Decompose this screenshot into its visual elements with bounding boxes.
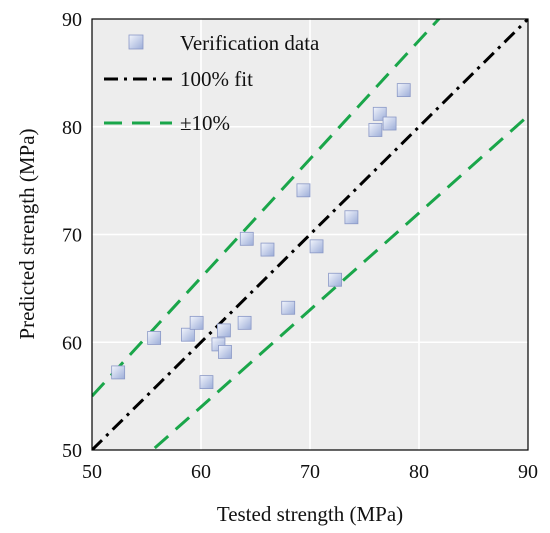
- legend-marker-verification-data: [128, 34, 144, 50]
- data-point-12: [296, 183, 311, 198]
- x-tick-label-0: 50: [82, 461, 102, 483]
- grid-lines: [92, 19, 528, 450]
- legend-label-verification-data: Verification data: [180, 31, 320, 55]
- legend-label-10-percent: ±10%: [180, 111, 230, 135]
- data-point-4: [199, 375, 214, 390]
- y-tick-label-2: 70: [62, 225, 82, 247]
- data-point-3: [189, 315, 204, 330]
- data-point-0: [111, 365, 126, 380]
- data-point-1: [147, 331, 162, 345]
- data-point-18: [382, 116, 397, 131]
- x-tick-label-4: 90: [518, 461, 538, 483]
- data-point-9: [239, 231, 254, 246]
- x-axis-title: Tested strength (MPa): [217, 502, 403, 526]
- data-point-2: [181, 327, 195, 342]
- data-point-11: [281, 300, 296, 315]
- y-tick-label-1: 60: [62, 332, 82, 354]
- data-point-7: [218, 345, 232, 359]
- data-point-8: [237, 315, 252, 330]
- data-point-15: [344, 210, 359, 225]
- y-axis-title: Predicted strength (MPa): [15, 128, 39, 339]
- data-point-6: [216, 323, 231, 338]
- series-line-3: [150, 114, 528, 450]
- y-axis-ticks: 50 60 70 80 90: [62, 9, 82, 462]
- legend-label-100-fit: 100% fit: [180, 67, 253, 91]
- x-tick-label-2: 70: [300, 461, 320, 483]
- y-tick-label-3: 80: [62, 117, 82, 139]
- series-line-2: [92, 19, 441, 398]
- reference-lines: [92, 19, 528, 450]
- plot-frame: [91, 18, 529, 451]
- x-axis-ticks: 50 60 70 80 90: [82, 461, 538, 483]
- legend: Verification data 100% fit ±10%: [104, 31, 320, 135]
- data-point-14: [328, 272, 342, 287]
- data-point-13: [309, 239, 324, 254]
- data-point-16: [368, 123, 383, 137]
- x-tick-label-1: 60: [191, 461, 211, 483]
- data-points: [111, 83, 411, 390]
- data-point-19: [396, 83, 411, 98]
- data-point-10: [260, 242, 275, 257]
- x-tick-label-3: 80: [409, 461, 429, 483]
- y-tick-label-0: 50: [62, 440, 82, 462]
- y-tick-label-4: 90: [62, 9, 82, 31]
